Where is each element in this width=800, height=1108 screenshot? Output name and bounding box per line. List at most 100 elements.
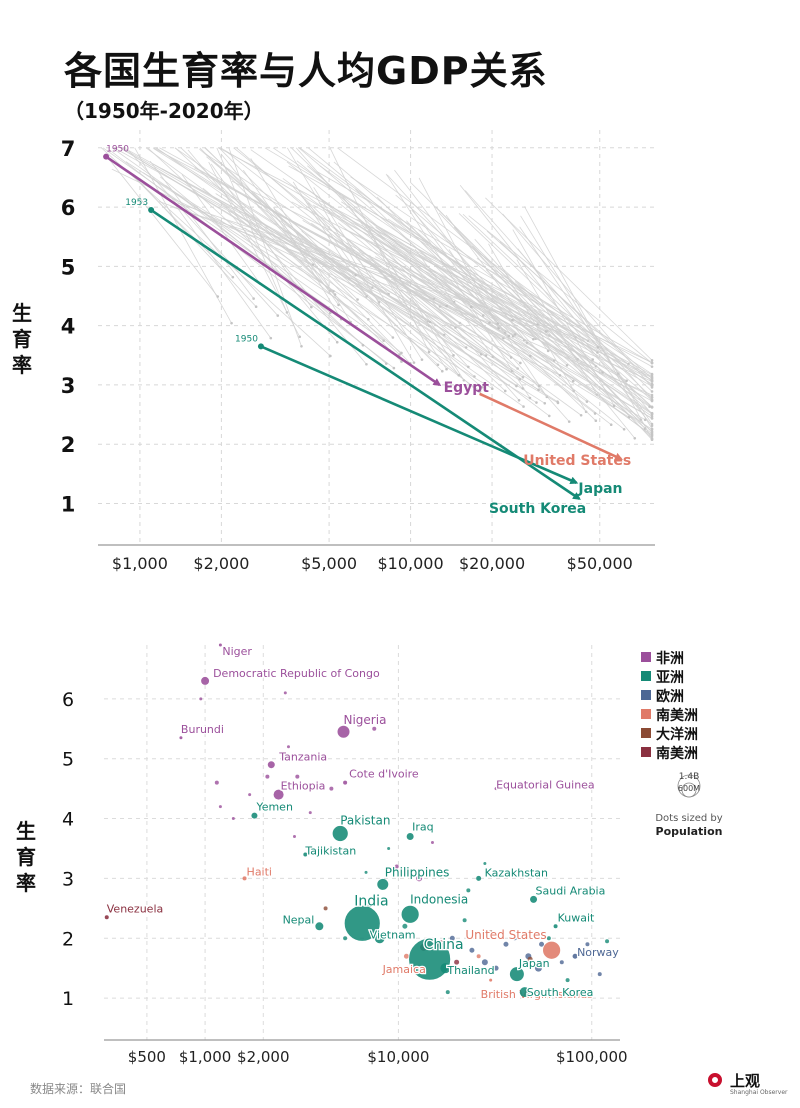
country-point: [585, 942, 590, 947]
y-tick-label: 5: [62, 749, 74, 771]
x-tick-label: $5,000: [301, 554, 357, 573]
background-trajectory-end: [650, 386, 654, 389]
background-trajectory-end: [558, 373, 562, 377]
point-label-norway: Norway: [577, 946, 619, 959]
x-tick-label: $1,000: [179, 1048, 232, 1066]
legend-label-0: 非洲: [656, 650, 684, 667]
country-point: [476, 954, 481, 959]
background-trajectory: [302, 220, 646, 421]
point-label-nigeria: Nigeria: [344, 713, 387, 727]
background-trajectory: [369, 255, 447, 370]
background-trajectory: [250, 149, 516, 335]
point-democratic-republic-of-congo: [201, 676, 210, 685]
background-trajectory-end: [585, 400, 589, 403]
trajectory-united-states: [479, 392, 624, 461]
point-label-tajikistan: Tajikistan: [304, 844, 356, 857]
background-trajectory: [443, 293, 653, 419]
background-trajectory: [222, 217, 561, 376]
point-iraq: [406, 833, 414, 841]
background-trajectory: [462, 213, 653, 392]
background-trajectory: [210, 163, 312, 308]
background-trajectory-end: [650, 390, 654, 393]
country-point: [424, 870, 429, 875]
point-kuwait: [553, 924, 558, 929]
background-trajectory-end: [650, 405, 654, 409]
point-label-china: China: [424, 937, 464, 953]
background-trajectory-end: [650, 434, 654, 438]
country-point: [445, 990, 450, 995]
background-trajectory: [305, 187, 612, 426]
point-burundi: [179, 736, 183, 740]
point-ethiopia: [273, 789, 284, 800]
country-point: [493, 965, 499, 971]
background-trajectory: [344, 228, 653, 379]
country-point: [503, 941, 509, 947]
background-trajectory: [321, 207, 653, 377]
background-trajectory: [152, 147, 506, 334]
background-trajectory: [131, 174, 234, 278]
background-trajectory: [199, 147, 394, 338]
background-trajectory-end: [650, 424, 654, 428]
background-trajectory: [312, 204, 547, 332]
background-trajectory-end: [412, 361, 416, 364]
background-trajectory-end: [367, 318, 370, 321]
country-point: [534, 964, 542, 972]
trajectory-chart: $1,000 $2,000 $5,000 $10,000 $20,000 $50,000 1…: [61, 130, 655, 573]
legend-swatch-4: [641, 728, 651, 738]
background-trajectory-end: [457, 373, 461, 377]
background-trajectory: [174, 147, 445, 336]
background-trajectory: [520, 215, 653, 429]
background-trajectory-end: [571, 379, 575, 383]
size-legend-small-circle: [681, 782, 697, 798]
background-trajectory: [273, 208, 550, 417]
background-trajectory-end: [591, 358, 595, 361]
background-trajectory-end: [507, 334, 511, 338]
logo-text: 上观: [730, 1072, 761, 1090]
background-trajectory-end: [231, 275, 235, 279]
background-trajectory: [307, 165, 472, 308]
background-trajectory-end: [633, 436, 637, 440]
y-tick-label: 4: [61, 315, 76, 339]
background-trajectory: [218, 147, 443, 372]
background-trajectory-end: [382, 339, 386, 342]
background-trajectory: [471, 245, 653, 408]
background-trajectory-end: [650, 395, 654, 399]
background-trajectory-end: [650, 432, 654, 436]
point-united-states: [542, 940, 562, 960]
background-trajectory-end: [469, 305, 473, 309]
background-trajectory: [408, 204, 499, 324]
y-tick-label: 3: [62, 868, 74, 890]
background-trajectory-end: [298, 335, 302, 339]
country-point: [590, 990, 594, 994]
background-trajectory: [125, 161, 369, 320]
background-trajectory-end: [544, 330, 548, 333]
point-nepal: [315, 922, 324, 931]
x-tick-label: $50,000: [567, 554, 633, 573]
legend-label-4: 大洋洲: [656, 726, 698, 743]
country-point: [364, 870, 368, 874]
trajectory-start-label-egypt: 1950: [106, 145, 129, 155]
point-south-korea: [519, 987, 530, 998]
country-point: [323, 906, 328, 911]
background-trajectory-end: [650, 358, 654, 362]
point-label-kuwait: Kuwait: [558, 911, 595, 924]
trajectory-start-label-japan: 1950: [235, 334, 258, 344]
size-legend-measure: Population: [656, 825, 723, 838]
background-trajectory-end: [420, 358, 424, 361]
background-trajectory-end: [365, 362, 368, 366]
size-legend-label-large: 1.4B: [679, 772, 700, 782]
background-trajectory-end: [650, 372, 654, 376]
point-label-kazakhstan: Kazakhstan: [485, 866, 548, 879]
background-trajectory: [522, 312, 653, 439]
point-india: [343, 904, 381, 942]
point-label-thailand: Thailand: [446, 964, 494, 977]
y-tick-label: 4: [62, 809, 74, 831]
background-trajectory: [385, 173, 531, 399]
country-point: [466, 888, 471, 893]
country-point: [356, 817, 360, 821]
country-point: [469, 947, 475, 953]
x-tick-label: $2,000: [193, 554, 249, 573]
point-vietnam: [374, 933, 385, 944]
background-trajectories: [101, 147, 654, 441]
